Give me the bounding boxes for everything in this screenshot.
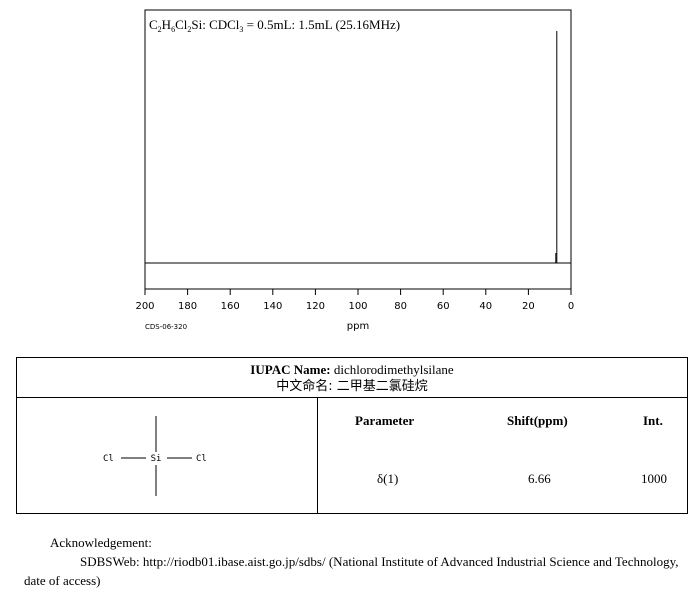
structure-drawing: Cl Si Cl: [103, 416, 207, 496]
header-shift: Shift(ppm): [507, 413, 568, 428]
row-shift: 6.66: [528, 471, 551, 486]
x-tick-label: 60: [437, 301, 450, 312]
header-int: Int.: [643, 413, 663, 428]
chinese-name-label: 中文命名:: [276, 379, 333, 394]
atom-cl-left: Cl: [103, 454, 114, 464]
row-int: 1000: [641, 471, 667, 486]
peaks-layer: [555, 31, 558, 263]
structure-cell: Cl Si Cl: [17, 398, 318, 513]
x-tick-label: 100: [348, 301, 367, 312]
atom-cl-right: Cl: [196, 454, 207, 464]
acknowledgement: Acknowledgement: SDBSWeb: http://riodb01…: [24, 533, 688, 590]
chinese-name-line: 中文命名: 二甲基二氯硅烷: [17, 378, 687, 395]
x-tick-label: 140: [263, 301, 282, 312]
iupac-value: dichlorodimethylsilane: [333, 362, 454, 377]
x-axis-label: ppm: [347, 321, 369, 332]
x-tick-label: 120: [306, 301, 325, 312]
acknowledgement-body: SDBSWeb: http://riodb01.ibase.aist.go.jp…: [24, 554, 679, 588]
acknowledgement-title: Acknowledgement:: [50, 535, 152, 550]
x-tick-label: 0: [568, 301, 574, 312]
compound-name-row: IUPAC Name: dichlorodimethylsilane 中文命名:…: [17, 358, 687, 398]
chinese-name-value: 二甲基二氯硅烷: [336, 379, 428, 394]
spectrum-chart: C2H6Cl2Si: CDCl3 = 0.5mL: 1.5mL (25.16MH…: [135, 9, 574, 332]
atom-si: Si: [151, 454, 162, 464]
x-tick-label: 40: [479, 301, 492, 312]
plot-frame: [144, 9, 572, 290]
x-tick-label: 20: [522, 301, 535, 312]
info-table: IUPAC Name: dichlorodimethylsilane 中文命名:…: [16, 357, 688, 514]
spectrum-code: CDS-06-320: [145, 323, 187, 331]
x-tick-label: 160: [221, 301, 240, 312]
iupac-label: IUPAC Name:: [250, 362, 331, 377]
row-parameter: δ(1): [377, 471, 399, 486]
iupac-line: IUPAC Name: dichlorodimethylsilane: [17, 361, 687, 378]
chart-title: C2H6Cl2Si: CDCl3 = 0.5mL: 1.5mL (25.16MH…: [149, 17, 400, 34]
header-parameter: Parameter: [355, 413, 415, 428]
x-tick-label: 200: [135, 301, 154, 312]
x-axis-ticks: 200 180 160 140 120 100 80 60 40 20 0: [135, 289, 574, 312]
x-tick-label: 180: [178, 301, 197, 312]
x-tick-label: 80: [394, 301, 407, 312]
